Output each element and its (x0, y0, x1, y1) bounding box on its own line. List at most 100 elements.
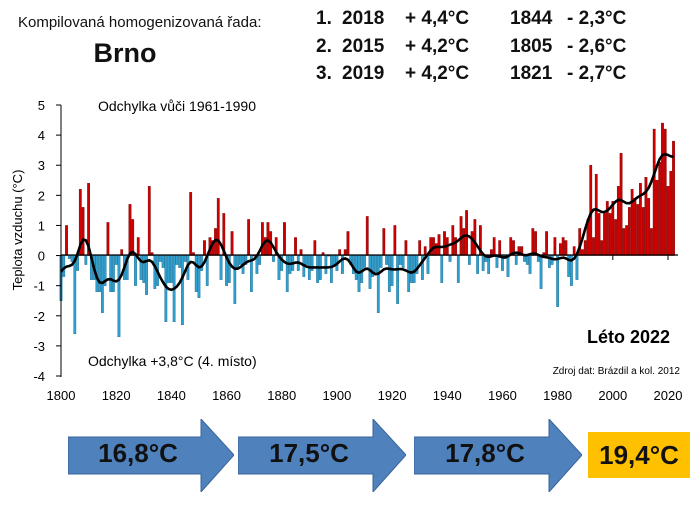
x-tick-label: 1980 (543, 388, 572, 403)
bar-2002 (616, 186, 620, 256)
bar-1864 (236, 255, 239, 268)
bar-1825 (128, 204, 132, 256)
record-cold-year: 1821 (510, 63, 553, 84)
bar-1803 (67, 255, 71, 259)
bar-2011 (641, 207, 645, 256)
x-tick-label: 1900 (322, 388, 351, 403)
bar-1962 (506, 255, 510, 277)
bar-1818 (109, 255, 113, 292)
y-tick-label: -3 (33, 339, 45, 354)
record-cold-value: - 2,6°C (567, 36, 627, 57)
bar-1914 (374, 255, 377, 274)
bar-1919 (387, 255, 391, 292)
bar-1857 (216, 198, 220, 256)
bar-1951 (476, 255, 480, 274)
bar-1830 (142, 255, 146, 283)
bar-1850 (197, 255, 201, 298)
y-tick-label: 1 (38, 218, 45, 233)
bar-2021 (669, 171, 673, 256)
bar-1893 (316, 255, 319, 283)
bar-1924 (401, 255, 405, 268)
bar-1943 (454, 237, 457, 256)
bar-1896 (324, 255, 328, 274)
record-warm-year: 2018 (342, 8, 385, 29)
bar-1926 (407, 255, 411, 292)
bar-1832 (147, 186, 151, 256)
bar-1827 (134, 255, 137, 286)
record-warm-value: + 4,2°C (405, 63, 470, 84)
smoothed-trend-line (60, 152, 674, 292)
bar-2005 (625, 225, 628, 256)
bar-1980 (556, 255, 560, 307)
record-rank: 2. (316, 36, 332, 57)
bar-1889 (305, 255, 308, 265)
bar-1947 (465, 210, 468, 256)
record-cold-value: - 2,7°C (567, 63, 627, 84)
bar-1990 (583, 240, 587, 256)
bar-1809 (84, 255, 88, 265)
bar-1834 (153, 255, 157, 289)
record-rank: 1. (316, 8, 332, 29)
bar-1842 (175, 255, 179, 265)
x-tick-label: 1820 (102, 388, 131, 403)
bar-1836 (158, 255, 162, 262)
bar-1868 (247, 219, 250, 256)
bar-1885 (294, 237, 297, 256)
bar-2016 (655, 180, 659, 256)
period-value-2022: 19,4°C (588, 432, 690, 478)
bar-1904 (346, 231, 350, 256)
y-ticks: 5 4 3 2 1 0 -1 -2 -3 -4 (33, 98, 61, 384)
bar-1863 (233, 255, 237, 304)
bar-1922 (396, 255, 399, 304)
bar-1837 (161, 255, 165, 268)
bar-1986 (572, 246, 576, 256)
bar-1937 (437, 234, 441, 256)
bar-1817 (106, 222, 110, 256)
record-warm-year: 2015 (342, 36, 385, 57)
x-tick-label: 1940 (433, 388, 462, 403)
city-title: Brno (93, 38, 157, 68)
bar-2020 (666, 186, 670, 256)
bar-1814 (98, 255, 102, 292)
bar-1821 (117, 255, 121, 338)
bar-1976 (545, 231, 548, 256)
bar-1849 (194, 255, 198, 292)
record-cold-year: 1805 (510, 36, 553, 57)
chart-title: Odchylka vůči 1961-1990 (98, 98, 256, 114)
bar-1923 (398, 255, 402, 265)
bar-1899 (332, 255, 336, 265)
y-tick-label: -1 (33, 279, 45, 294)
bar-1941 (448, 255, 452, 262)
bar-1971 (531, 228, 535, 256)
y-axis-label: Teplota vzduchu (°C) (10, 170, 25, 291)
bar-1972 (534, 231, 537, 256)
bar-1802 (65, 225, 68, 256)
season-label: Léto 2022 (587, 327, 670, 347)
bar-1805 (73, 255, 77, 335)
bar-1957 (492, 237, 496, 256)
bar-1907 (354, 255, 358, 280)
bar-1892 (313, 240, 317, 256)
bar-1944 (456, 255, 460, 283)
bar-1865 (238, 255, 242, 265)
x-tick-label: 1920 (378, 388, 407, 403)
bar-1932 (423, 246, 427, 256)
bar-1936 (434, 243, 438, 256)
record-warm-value: + 4,2°C (405, 36, 470, 57)
period-arrow-2 (238, 419, 406, 492)
period-arrow-3 (414, 419, 582, 492)
bar-1983 (564, 240, 568, 256)
y-tick-label: -4 (33, 369, 45, 384)
bar-1949 (470, 231, 474, 256)
bar-1965 (514, 255, 518, 265)
bar-1801 (62, 255, 66, 277)
bar-1847 (189, 192, 193, 256)
period-value-1: 16,8°C (98, 438, 178, 468)
bar-1939 (443, 231, 446, 256)
bar-1898 (330, 255, 333, 283)
period-value-2: 17,5°C (269, 438, 349, 468)
bar-1819 (112, 255, 115, 292)
bar-1826 (131, 219, 135, 256)
bar-1946 (462, 228, 466, 256)
bar-1917 (382, 228, 386, 256)
